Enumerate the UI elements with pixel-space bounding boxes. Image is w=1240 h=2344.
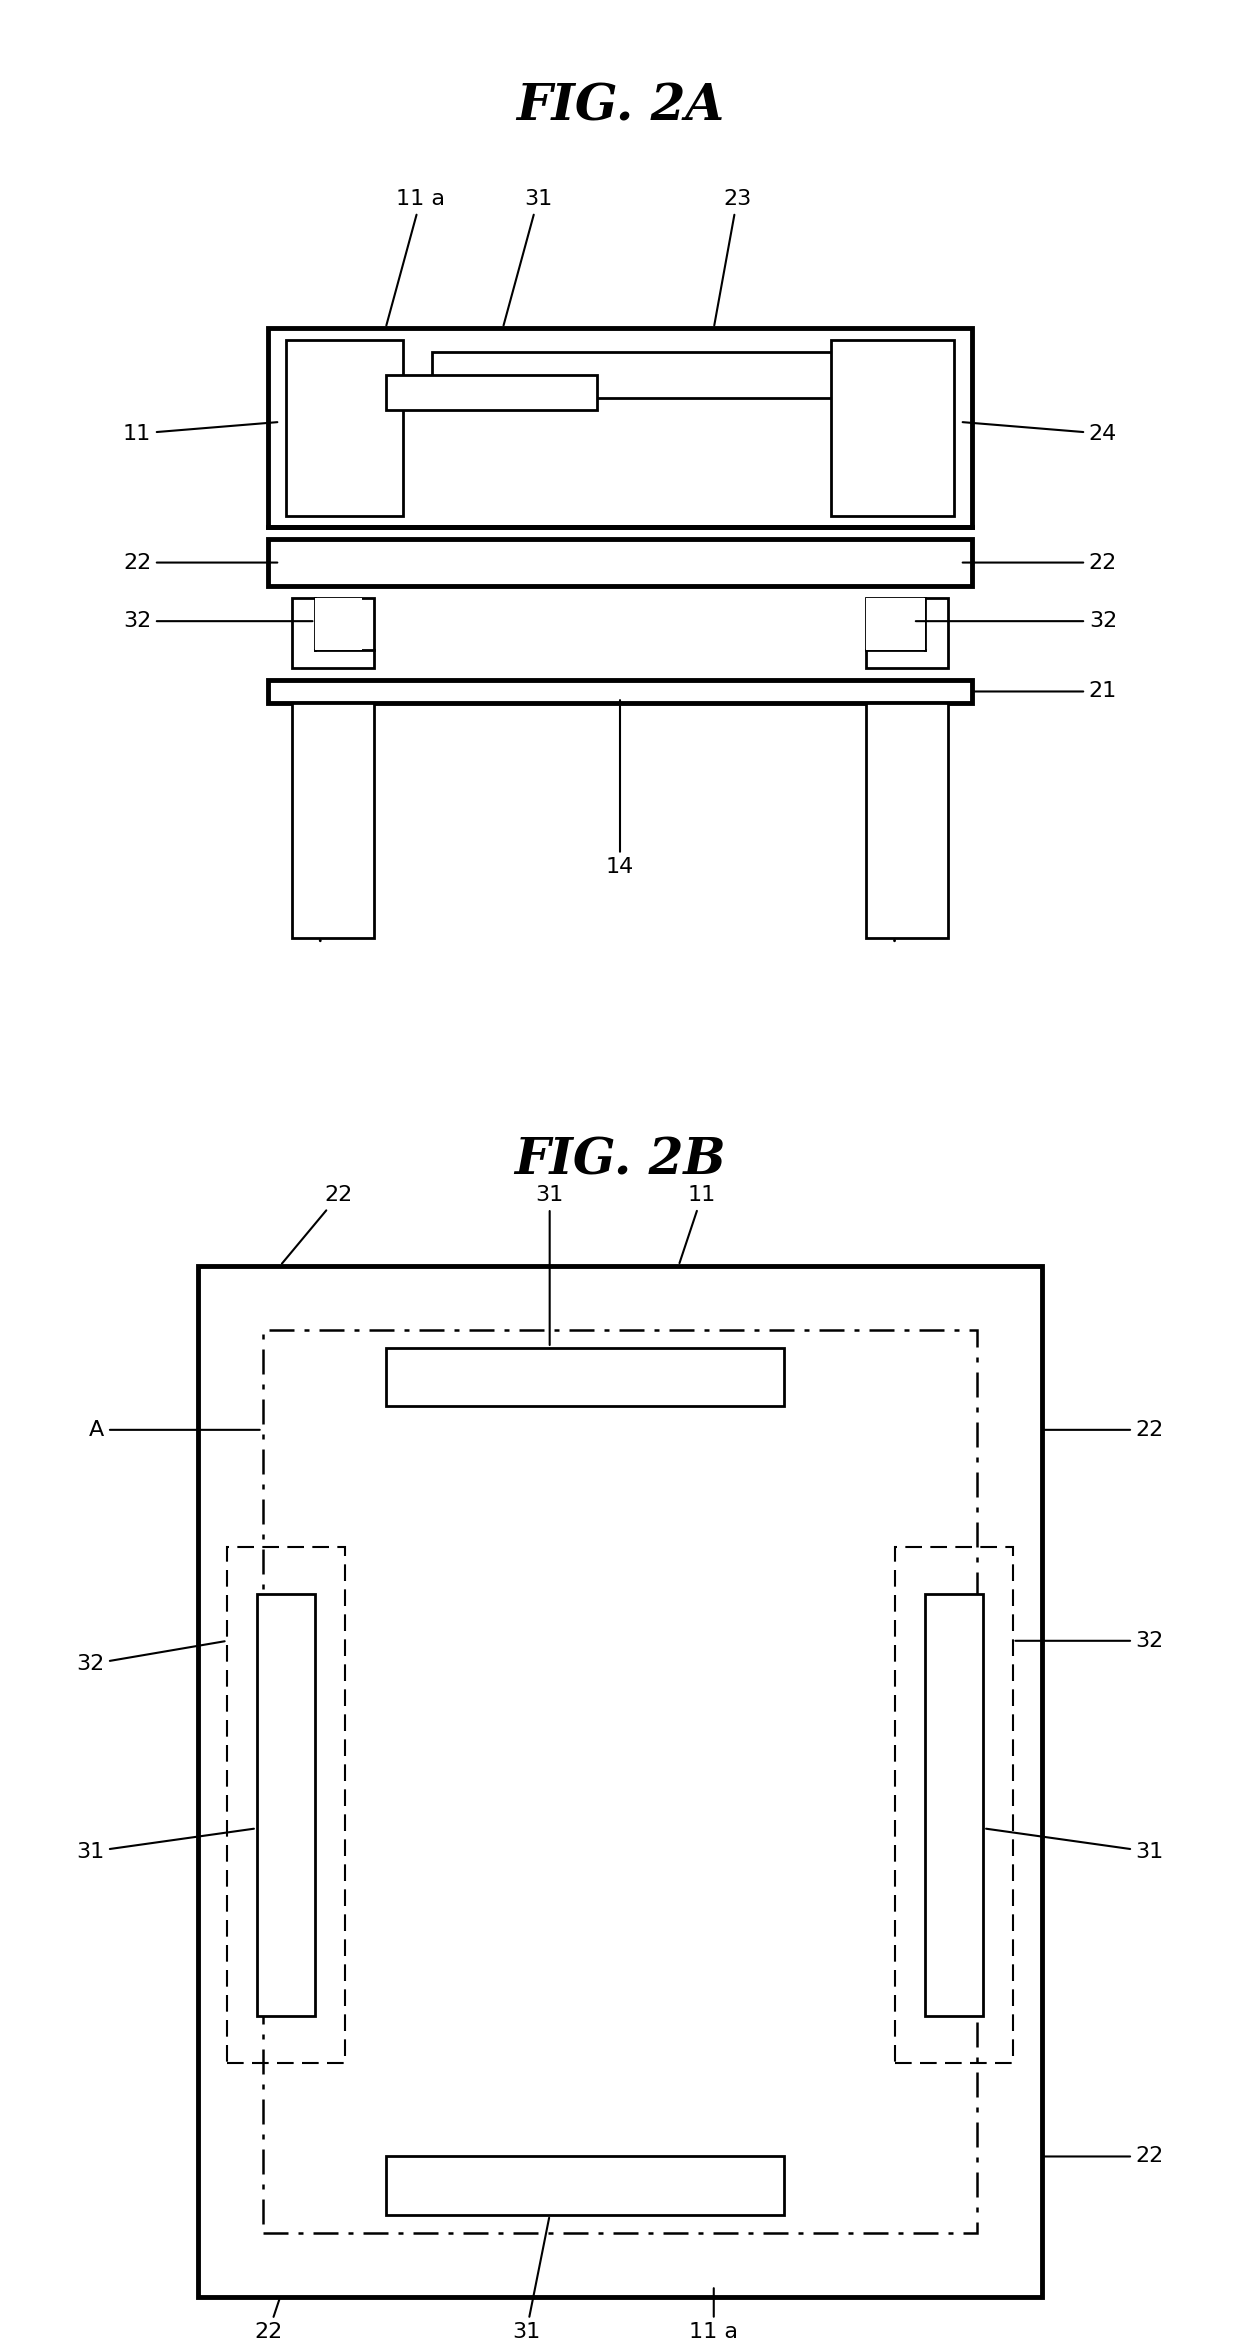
Text: 22: 22 xyxy=(123,553,278,572)
Text: 11 a: 11 a xyxy=(689,2288,738,2342)
Text: 22: 22 xyxy=(1044,1420,1164,1439)
Text: 24: 24 xyxy=(962,422,1117,443)
Text: 32: 32 xyxy=(916,612,1117,631)
Text: 14: 14 xyxy=(606,701,634,877)
Text: 32: 32 xyxy=(123,612,312,631)
Bar xyxy=(315,598,362,649)
Bar xyxy=(291,598,374,668)
Text: 31: 31 xyxy=(76,1828,254,1861)
Bar xyxy=(268,328,972,527)
Text: FIG. 2B: FIG. 2B xyxy=(515,1137,725,1186)
Text: 31: 31 xyxy=(503,190,552,326)
Text: 21: 21 xyxy=(975,682,1117,701)
Text: 23: 23 xyxy=(714,190,751,326)
Text: 32: 32 xyxy=(76,1641,224,1674)
Text: 22: 22 xyxy=(962,553,1117,572)
Text: FIG. 2A: FIG. 2A xyxy=(516,82,724,131)
Bar xyxy=(286,340,403,516)
Bar xyxy=(925,1594,983,2016)
Text: 32: 32 xyxy=(1016,1631,1164,1650)
Bar xyxy=(198,1266,1042,2297)
Bar xyxy=(291,703,374,938)
Text: 22: 22 xyxy=(254,2299,283,2342)
Bar xyxy=(866,598,925,649)
Bar xyxy=(866,703,949,938)
Bar xyxy=(831,340,954,516)
Bar xyxy=(257,1594,315,2016)
Bar xyxy=(895,1547,1013,2063)
Text: 11 a: 11 a xyxy=(387,190,445,326)
Bar xyxy=(866,598,949,668)
Text: 22: 22 xyxy=(1044,2147,1164,2166)
Bar xyxy=(386,375,596,410)
Text: 11: 11 xyxy=(123,422,278,443)
Text: 31: 31 xyxy=(536,1186,564,1345)
Text: A: A xyxy=(89,1420,259,1439)
Text: 31: 31 xyxy=(512,2217,549,2342)
Bar xyxy=(268,539,972,586)
Bar xyxy=(227,1547,345,2063)
Bar xyxy=(268,680,972,703)
Bar xyxy=(386,2156,784,2215)
Text: 11: 11 xyxy=(680,1186,717,1263)
Bar xyxy=(433,352,901,398)
Bar xyxy=(263,1329,977,2231)
Text: 31: 31 xyxy=(986,1828,1164,1861)
Text: 22: 22 xyxy=(281,1186,353,1263)
Bar xyxy=(386,1348,784,1406)
